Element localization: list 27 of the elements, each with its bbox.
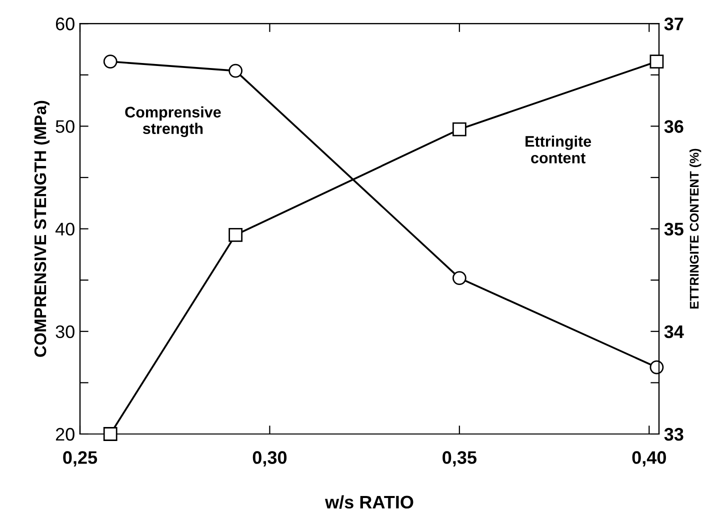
x-axis-title: w/s RATIO bbox=[324, 495, 414, 509]
x-tick-label: 0,25 bbox=[63, 451, 98, 467]
point bbox=[228, 64, 243, 78]
y2-tick-label: 34 bbox=[664, 325, 684, 338]
y-tick-label: 30 bbox=[56, 325, 74, 338]
x-tick-label: 0,40 bbox=[632, 451, 666, 467]
y-tick-label: 50 bbox=[56, 120, 74, 133]
point bbox=[228, 228, 243, 242]
y2-tick-label: 37 bbox=[664, 18, 684, 30]
point bbox=[650, 54, 664, 69]
point bbox=[103, 427, 118, 441]
text: Comprensive strength bbox=[125, 106, 221, 138]
x-tick-label: 0,35 bbox=[442, 451, 476, 467]
y-tick-label: 60 bbox=[56, 18, 74, 30]
y2-axis-title: ETTRINGITE CONTENT (%) bbox=[690, 148, 702, 309]
y-axis-title: COMPRENSIVE STENGTH (MPa) bbox=[34, 100, 50, 357]
y-tick-label: 40 bbox=[55, 222, 74, 236]
point bbox=[452, 271, 466, 285]
point bbox=[452, 122, 466, 136]
series-label: Ettringite content bbox=[526, 136, 592, 164]
point bbox=[103, 54, 118, 69]
y2-tick-label: 33 bbox=[664, 428, 684, 441]
y2-tick-label: 35 bbox=[664, 222, 684, 236]
x-tick-label: 0,30 bbox=[252, 451, 287, 467]
y-tick-label: 20 bbox=[56, 428, 74, 441]
y2-tick-label: 36 bbox=[664, 120, 684, 133]
point bbox=[650, 360, 664, 374]
